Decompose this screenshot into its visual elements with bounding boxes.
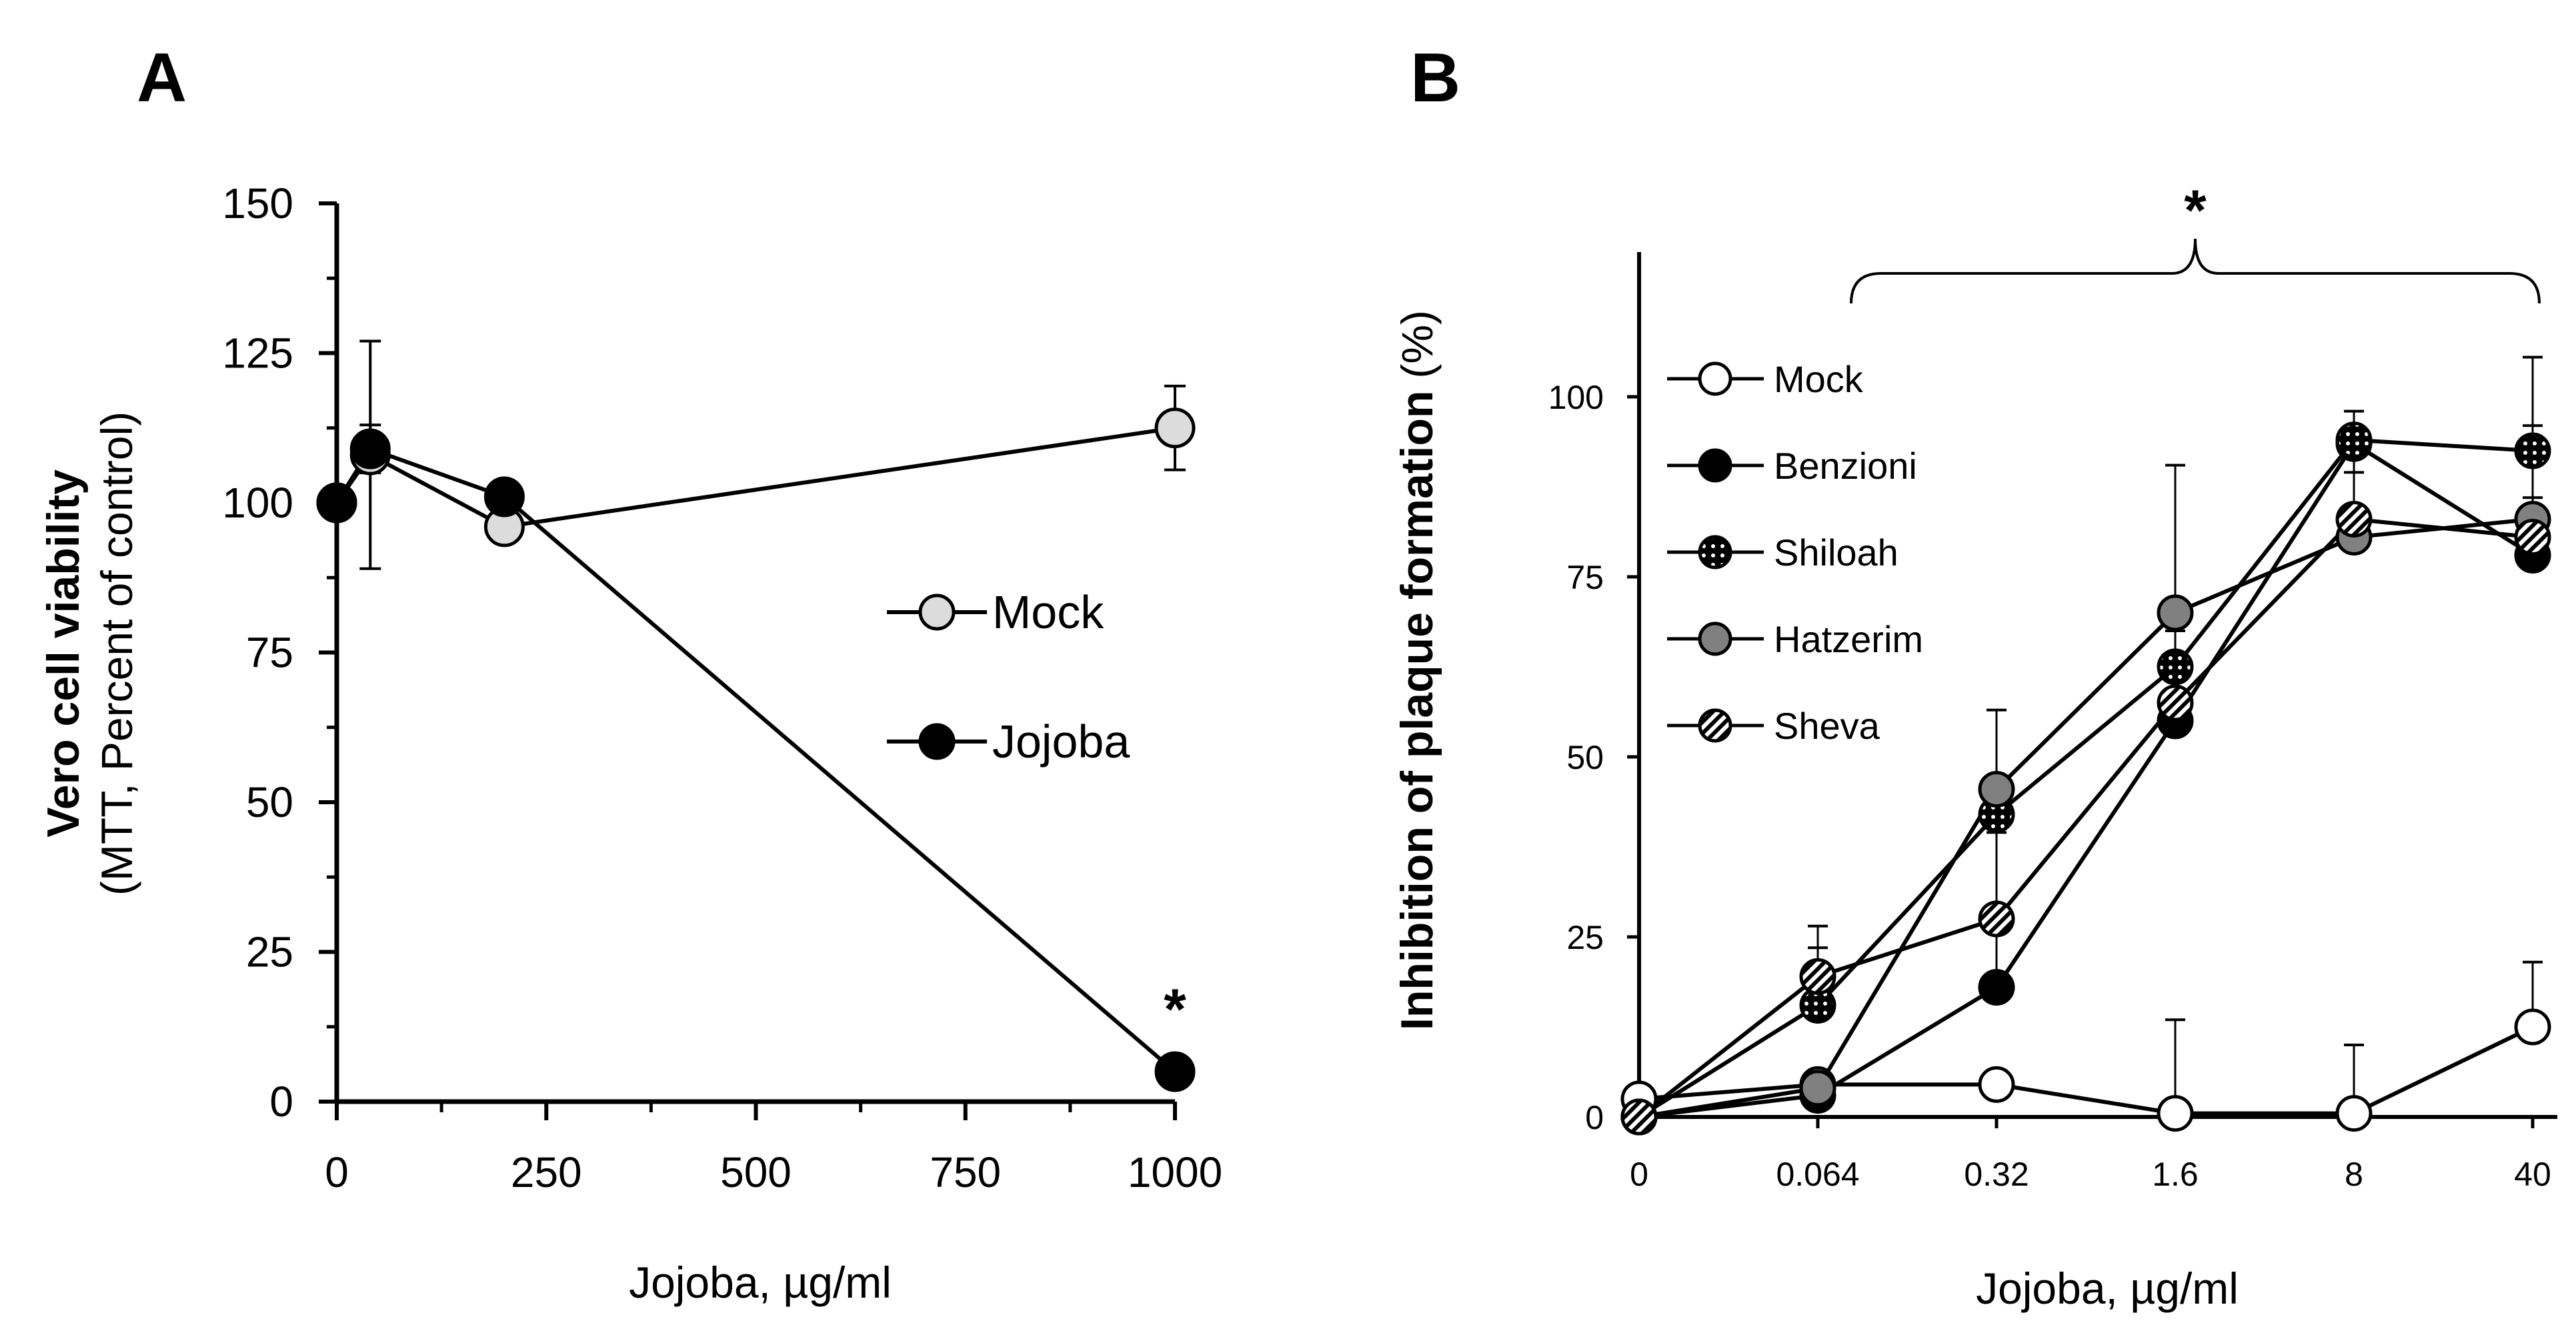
panel-b-y-label: Inhibition of plaque formation (%) xyxy=(1392,310,1442,1030)
x-tick-label: 500 xyxy=(720,1148,792,1196)
series-benzioni-line xyxy=(1638,441,2534,1119)
panel-a-axes xyxy=(334,203,1175,1104)
panel-a: A 0 25 50 75 100 125 150 0 250 500 750 1000 Vero ce… xyxy=(38,39,1222,1307)
x-tick-label: 1.6 xyxy=(2152,1156,2199,1193)
y-tick-label: 50 xyxy=(246,778,293,826)
point-jojoba xyxy=(483,476,525,517)
legend-jojoba-label: Jojoba xyxy=(992,716,1130,768)
panel-b-series xyxy=(1620,355,2551,1136)
significance-star: * xyxy=(2184,179,2207,243)
y-tick-label: 25 xyxy=(1566,919,1604,956)
point-sheva xyxy=(2335,501,2373,538)
point-mock xyxy=(1978,1066,2015,1103)
legend-mock-label: Mock xyxy=(1774,358,1864,400)
panel-a-annotations: * xyxy=(1164,978,1186,1042)
x-tick-label: 750 xyxy=(930,1148,1001,1196)
point-sheva xyxy=(1799,958,1836,995)
legend-sheva-label: Sheva xyxy=(1774,705,1880,747)
y-tick-label: 125 xyxy=(222,329,293,377)
panel-b-y-label-unit: (%) xyxy=(1392,310,1442,379)
panel-b: B 0 25 50 75 100 0 0.064 0.32 1.6 8 40 Inhibition … xyxy=(1392,39,2557,1313)
series-shiloah-line xyxy=(1638,437,2533,1119)
y-tick-label: 75 xyxy=(1566,559,1604,596)
panel-b-annotations: * xyxy=(1850,179,2541,304)
panel-a-letter: A xyxy=(137,39,187,117)
point-jojoba xyxy=(1154,1051,1196,1092)
x-tick-label: 1000 xyxy=(1128,1148,1222,1196)
x-tick-label: 0 xyxy=(1630,1156,1648,1193)
legend-sheva-marker xyxy=(1698,708,1732,743)
panel-a-y-label: Vero cell viability xyxy=(38,469,89,838)
point-jojoba xyxy=(316,482,357,523)
panel-a-y-sublabel: (MTT, Percent of control) xyxy=(92,411,141,896)
point-sheva xyxy=(2157,684,2194,722)
point-mock xyxy=(2514,1008,2551,1046)
panel-a-series xyxy=(316,339,1196,1092)
point-shiloah xyxy=(2514,432,2551,469)
point-shiloah xyxy=(2335,421,2373,459)
legend-mock-label: Mock xyxy=(992,586,1104,638)
legend-hatzerim-label: Hatzerim xyxy=(1774,618,1923,660)
legend-hatzerim-marker xyxy=(1698,621,1732,656)
legend-benzioni-marker xyxy=(1698,448,1732,483)
panel-a-ticks: 0 25 50 75 100 125 150 0 250 500 750 1000 xyxy=(222,179,1222,1196)
legend-shiloah-marker xyxy=(1698,535,1732,569)
point-hatzerim xyxy=(1978,771,2015,808)
point-sheva xyxy=(1620,1098,1658,1136)
point-hatzerim xyxy=(1799,1070,1836,1107)
point-shiloah xyxy=(2157,648,2194,686)
panel-a-x-label: Jojoba, µg/ml xyxy=(629,1258,892,1307)
panel-b-ticks: 0 25 50 75 100 0 0.064 0.32 1.6 8 40 xyxy=(1548,379,2551,1193)
y-tick-label: 100 xyxy=(222,479,293,527)
x-tick-label: 0.32 xyxy=(1964,1156,2029,1193)
legend-jojoba-marker xyxy=(918,723,956,760)
y-tick-label: 150 xyxy=(222,179,293,227)
y-tick-label: 0 xyxy=(1585,1099,1604,1136)
panel-b-legend: Mock Benzioni Shiloah Hatzerim Sheva xyxy=(1667,358,1923,747)
point-mock xyxy=(2157,1095,2194,1132)
series-mock-line xyxy=(1638,1025,2534,1116)
series-sheva-line xyxy=(1638,517,2533,1119)
y-tick-label: 0 xyxy=(269,1078,293,1126)
point-benzioni xyxy=(1978,969,2015,1006)
panel-b-y-label-text: Inhibition of plaque formation xyxy=(1392,391,1442,1030)
x-tick-label: 8 xyxy=(2345,1156,2363,1193)
point-hatzerim xyxy=(2157,594,2194,631)
y-tick-label: 75 xyxy=(246,629,293,677)
point-sheva xyxy=(2514,519,2551,556)
series-jojoba-line xyxy=(335,446,1176,1074)
y-tick-label: 50 xyxy=(1566,739,1604,776)
x-tick-label: 40 xyxy=(2514,1156,2551,1193)
series-hatzerim-line xyxy=(1638,517,2533,1119)
x-tick-label: 0 xyxy=(325,1148,349,1196)
y-tick-label: 100 xyxy=(1548,379,1604,416)
y-tick-label: 25 xyxy=(246,928,293,976)
point-mock xyxy=(1154,407,1196,449)
legend-shiloah-label: Shiloah xyxy=(1774,531,1898,573)
x-tick-label: 0.064 xyxy=(1776,1156,1859,1193)
point-mock xyxy=(2335,1095,2373,1132)
panel-a-legend: Mock Jojoba xyxy=(887,586,1130,768)
significance-star: * xyxy=(1164,978,1186,1042)
x-tick-label: 250 xyxy=(511,1148,582,1196)
point-sheva xyxy=(1978,900,2015,938)
point-jojoba xyxy=(349,428,391,469)
panel-b-letter: B xyxy=(1410,39,1460,117)
panel-b-x-label: Jojoba, µg/ml xyxy=(1976,1264,2239,1313)
series-mock-line xyxy=(335,425,1176,529)
significance-bracket xyxy=(1850,238,2541,304)
legend-mock-marker xyxy=(1698,361,1732,396)
legend-benzioni-label: Benzioni xyxy=(1774,445,1917,487)
legend-mock-marker xyxy=(918,593,956,631)
